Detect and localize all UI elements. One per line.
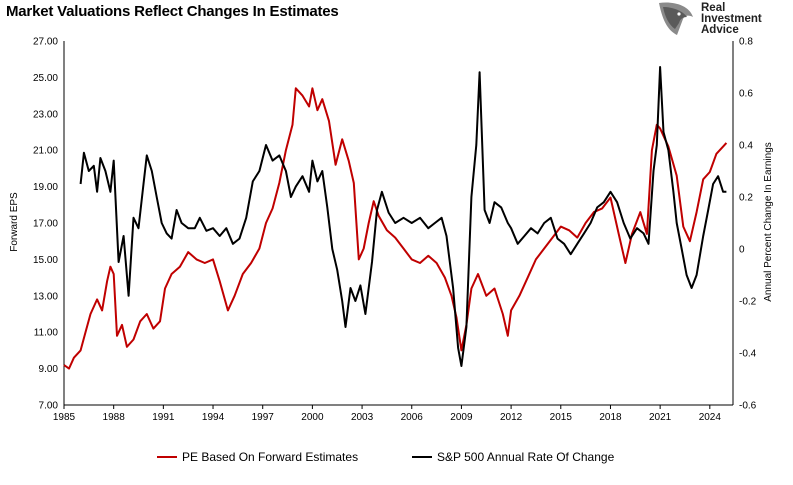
y-tick-right-label: 0	[739, 245, 745, 256]
y-tick-left-label: 9.00	[39, 364, 59, 375]
y-tick-left-label: 15.00	[33, 255, 58, 266]
x-tick-label: 1991	[152, 412, 175, 423]
legend-swatch-sp	[412, 456, 432, 458]
y-tick-left-label: 25.00	[33, 73, 58, 84]
y-tick-left-label: 21.00	[33, 146, 58, 157]
y-tick-left-label: 13.00	[33, 291, 58, 302]
y-tick-right-label: 0.6	[739, 89, 753, 100]
y-tick-right-label: 0.8	[739, 37, 753, 48]
brand-logo: Real Investment Advice	[655, 1, 780, 39]
x-tick-label: 1988	[103, 412, 126, 423]
y-axis-label-right: Annual Percent Change In Earnings	[763, 142, 774, 302]
legend-item-pe: PE Based On Forward Estimates	[157, 450, 358, 464]
y-tick-left-label: 17.00	[33, 219, 58, 230]
y-tick-right-label: 0.2	[739, 193, 753, 204]
legend-label-pe: PE Based On Forward Estimates	[182, 450, 359, 464]
logo-line-2: Investment	[701, 13, 762, 25]
x-tick-label: 2009	[450, 412, 473, 423]
x-tick-label: 2003	[351, 412, 374, 423]
y-tick-left-label: 11.00	[34, 328, 59, 339]
x-tick-label: 2021	[649, 412, 672, 423]
y-tick-left-label: 19.00	[33, 182, 58, 193]
y-tick-right-label: 0.4	[739, 141, 753, 152]
legend-swatch-pe	[157, 456, 177, 458]
series-line-sp500-rate-of-change	[79, 66, 727, 367]
logo-text: Real Investment Advice	[701, 2, 762, 36]
x-tick-label: 1985	[53, 412, 76, 423]
x-tick-label: 1997	[252, 412, 275, 423]
x-tick-label: 2000	[301, 412, 324, 423]
y-tick-right-label: -0.6	[739, 401, 757, 412]
x-tick-label: 2015	[550, 412, 573, 423]
y-axis-label-left: Forward EPS	[9, 192, 20, 252]
legend-label-sp: S&P 500 Annual Rate Of Change	[437, 450, 615, 464]
chart-legend: PE Based On Forward Estimates S&P 500 An…	[0, 450, 793, 466]
x-tick-label: 2024	[699, 412, 722, 423]
legend-item-sp: S&P 500 Annual Rate Of Change	[412, 450, 614, 464]
y-tick-left-label: 27.00	[33, 37, 58, 48]
y-tick-left-label: 23.00	[33, 109, 58, 120]
x-tick-label: 2012	[500, 412, 523, 423]
y-tick-right-label: -0.2	[739, 297, 757, 308]
x-tick-label: 2018	[599, 412, 622, 423]
x-tick-label: 2006	[401, 412, 424, 423]
eagle-head-icon	[659, 2, 693, 36]
logo-line-3: Advice	[701, 24, 739, 36]
chart-title: Market Valuations Reflect Changes In Est…	[6, 3, 339, 20]
y-tick-left-label: 7.00	[39, 401, 59, 412]
series-line-pe-forward	[63, 87, 728, 370]
x-tick-label: 1994	[202, 412, 225, 423]
logo-line-1: Real	[701, 2, 726, 14]
y-tick-right-label: -0.4	[739, 349, 757, 360]
